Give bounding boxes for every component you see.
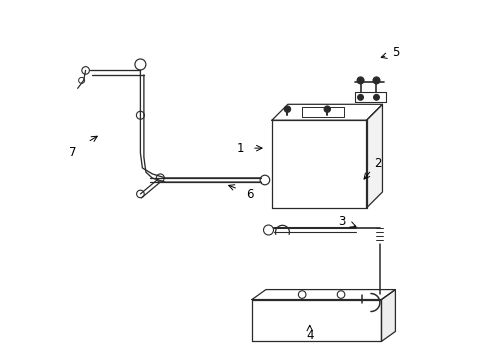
Circle shape bbox=[372, 77, 379, 84]
Text: 7: 7 bbox=[69, 145, 76, 159]
Circle shape bbox=[373, 94, 379, 100]
Polygon shape bbox=[271, 120, 366, 208]
Circle shape bbox=[357, 94, 363, 100]
Circle shape bbox=[284, 106, 290, 112]
Text: 1: 1 bbox=[236, 141, 244, 155]
Text: 3: 3 bbox=[337, 215, 345, 228]
Circle shape bbox=[356, 77, 363, 84]
Polygon shape bbox=[381, 289, 395, 341]
Circle shape bbox=[324, 106, 330, 112]
Polygon shape bbox=[366, 104, 382, 208]
Polygon shape bbox=[271, 104, 382, 120]
Text: 4: 4 bbox=[305, 329, 313, 342]
Polygon shape bbox=[251, 289, 395, 300]
Polygon shape bbox=[354, 92, 386, 102]
Polygon shape bbox=[251, 300, 381, 341]
Text: 5: 5 bbox=[391, 46, 398, 59]
Text: 6: 6 bbox=[246, 188, 253, 202]
Polygon shape bbox=[301, 107, 343, 117]
Text: 2: 2 bbox=[373, 157, 381, 170]
